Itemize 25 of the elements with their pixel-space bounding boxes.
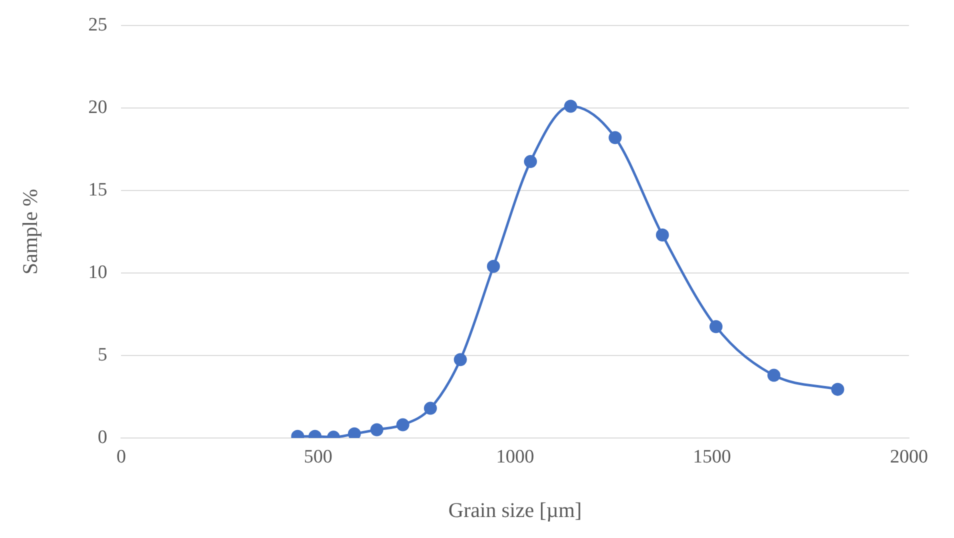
point bbox=[564, 100, 578, 113]
y-axis-title: Sample % bbox=[18, 188, 42, 275]
x-tick-label: 0 bbox=[116, 446, 126, 468]
y-tick-label: 20 bbox=[88, 96, 108, 118]
point bbox=[524, 155, 537, 168]
point bbox=[608, 131, 622, 144]
x-axis-title: Grain size [µm] bbox=[448, 498, 582, 522]
point bbox=[424, 402, 437, 415]
y-tick-label: 25 bbox=[88, 14, 108, 36]
y-tick-label: 5 bbox=[98, 344, 108, 366]
x-tick-label: 500 bbox=[304, 446, 332, 468]
point bbox=[486, 260, 500, 273]
point bbox=[709, 320, 722, 334]
point bbox=[396, 418, 410, 432]
y-tick-label: 15 bbox=[88, 179, 108, 200]
y-tick-label: 10 bbox=[88, 262, 108, 283]
x-tick-label: 1500 bbox=[693, 446, 732, 468]
point bbox=[656, 228, 669, 242]
x-tick-label: 2000 bbox=[890, 446, 928, 468]
y-tick-label: 0 bbox=[98, 426, 108, 448]
point bbox=[370, 423, 384, 436]
x-tick-label: 1000 bbox=[496, 446, 534, 468]
point bbox=[767, 368, 780, 382]
point bbox=[454, 353, 467, 366]
point bbox=[831, 382, 844, 396]
